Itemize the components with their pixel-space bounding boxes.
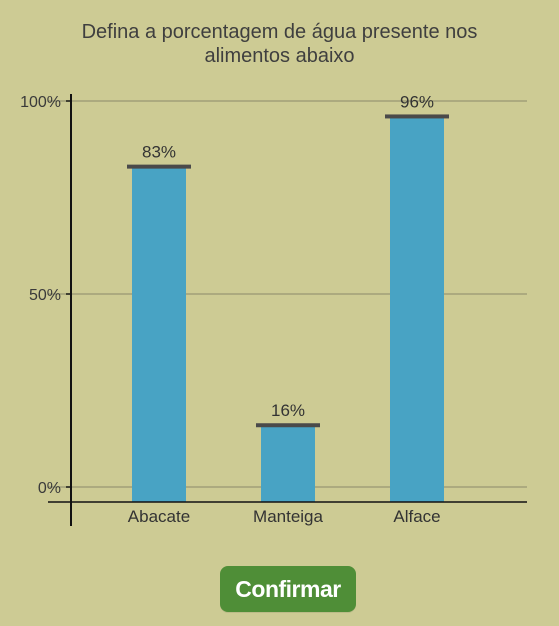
- y-tick-labels: 0% 50% 100%: [20, 94, 61, 497]
- bar-drag-handle[interactable]: [127, 164, 191, 169]
- page-title: Defina a porcentagem de água presente no…: [0, 20, 559, 68]
- bar-chart: 83% 16% 96% 0% 50% 100% Abacate Manteiga Alfac…: [20, 92, 527, 526]
- data-label: 16%: [271, 401, 305, 420]
- y-tick-label: 100%: [20, 94, 61, 111]
- bar: [390, 116, 444, 502]
- category-label: Alface: [393, 507, 440, 526]
- confirm-button[interactable]: Confirmar: [220, 566, 356, 612]
- title-line-1: Defina a porcentagem de água presente no…: [81, 21, 478, 43]
- data-label: 96%: [400, 92, 434, 111]
- bar-drag-handle[interactable]: [256, 423, 320, 428]
- y-tick-label: 0%: [38, 480, 61, 497]
- y-tick-label: 50%: [29, 287, 61, 304]
- category-label: Manteiga: [253, 507, 323, 526]
- data-label: 83%: [142, 143, 176, 162]
- axes: [48, 94, 527, 526]
- category-labels: Abacate Manteiga Alface: [128, 507, 441, 526]
- bars: 83% 16% 96%: [127, 92, 449, 502]
- bar-drag-handle[interactable]: [385, 114, 449, 119]
- title-line-2: alimentos abaixo: [204, 45, 355, 67]
- bar: [261, 425, 315, 502]
- category-label: Abacate: [128, 507, 190, 526]
- bar: [132, 166, 186, 502]
